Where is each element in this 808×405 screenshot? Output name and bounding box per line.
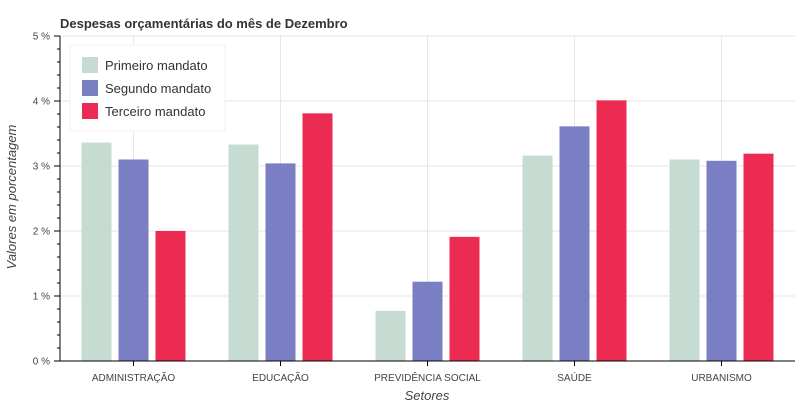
chart-title: Despesas orçamentárias do mês de Dezembr… bbox=[60, 16, 348, 31]
x-tick-label: URBANISMO bbox=[691, 373, 752, 384]
legend-swatch bbox=[82, 103, 98, 119]
x-tick-label: ADMINISTRAÇÃO bbox=[92, 371, 176, 384]
y-tick-label: 0 % bbox=[33, 357, 50, 368]
bar bbox=[706, 160, 737, 361]
y-tick-label: 5 % bbox=[33, 32, 50, 43]
x-tick-label: PREVIDÊNCIA SOCIAL bbox=[374, 371, 481, 384]
legend-swatch bbox=[82, 80, 98, 96]
y-tick-label: 2 % bbox=[33, 227, 50, 238]
axes bbox=[54, 35, 795, 366]
y-tick-label: 1 % bbox=[33, 292, 50, 303]
y-axis-label: Valores em porcentagem bbox=[4, 124, 19, 269]
legend-swatch bbox=[82, 57, 98, 73]
x-tick-label: EDUCAÇÃO bbox=[252, 371, 309, 384]
x-axis-label: Setores bbox=[405, 388, 450, 403]
bar bbox=[743, 153, 774, 361]
bar bbox=[302, 113, 333, 361]
legend-label: Segundo mandato bbox=[105, 81, 211, 96]
bar bbox=[265, 163, 296, 361]
bar bbox=[81, 142, 112, 361]
bar bbox=[375, 310, 406, 361]
bar bbox=[412, 281, 443, 361]
bars bbox=[81, 100, 774, 361]
x-tick-label: SAÚDE bbox=[557, 371, 592, 384]
y-tick-label: 3 % bbox=[33, 162, 50, 173]
legend-label: Primeiro mandato bbox=[105, 58, 208, 73]
y-tick-label: 4 % bbox=[33, 97, 50, 108]
bar bbox=[228, 144, 259, 361]
legend: Primeiro mandato Segundo mandato Terceiro … bbox=[69, 44, 226, 132]
tick-labels: 0 % 1 % 2 % 3 % 4 % 5 % ADMINISTRAÇÃO EDUCAÇÃO P… bbox=[33, 32, 752, 385]
legend-label: Terceiro mandato bbox=[105, 104, 205, 119]
bar bbox=[559, 126, 590, 361]
bar bbox=[522, 155, 553, 361]
bar bbox=[449, 236, 480, 361]
bar bbox=[596, 100, 627, 361]
bar bbox=[155, 231, 186, 361]
bar bbox=[118, 159, 149, 361]
bar bbox=[669, 159, 700, 361]
